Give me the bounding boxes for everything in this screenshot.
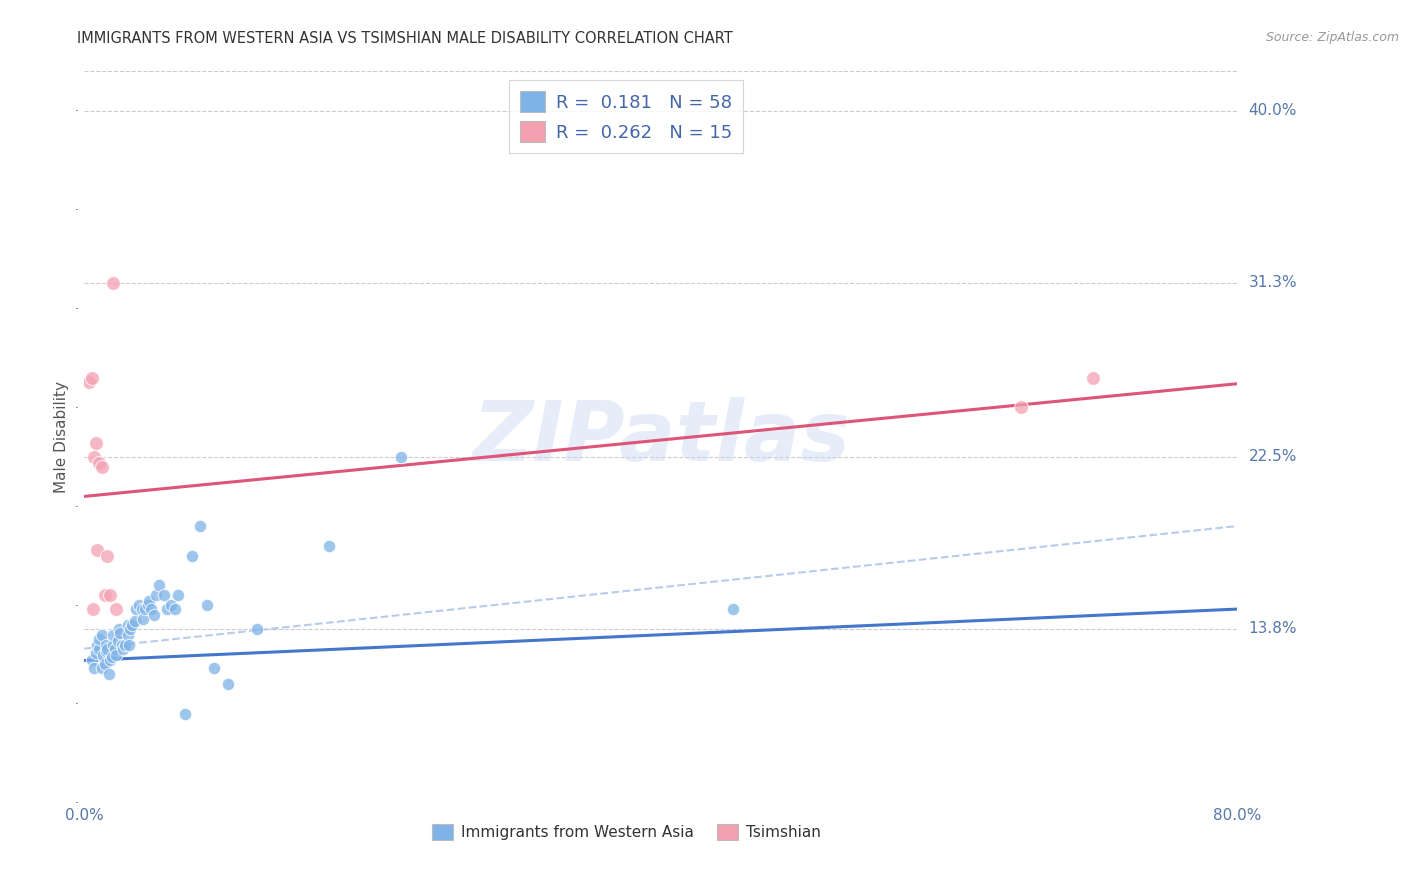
Point bbox=[125, 602, 148, 616]
Point bbox=[94, 643, 117, 657]
Point bbox=[90, 628, 112, 642]
Point bbox=[114, 638, 136, 652]
Point bbox=[84, 646, 107, 660]
Point bbox=[136, 598, 159, 612]
Point bbox=[103, 628, 124, 642]
Point bbox=[83, 450, 105, 464]
Text: 22.5%: 22.5% bbox=[1249, 450, 1296, 465]
Point bbox=[195, 598, 218, 612]
Point bbox=[107, 633, 129, 648]
Point bbox=[94, 638, 117, 652]
Point bbox=[100, 649, 122, 664]
Point bbox=[188, 519, 211, 533]
Text: ZIPatlas: ZIPatlas bbox=[472, 397, 849, 477]
Point bbox=[91, 648, 114, 662]
Point bbox=[86, 638, 108, 652]
Point bbox=[202, 661, 225, 675]
Point bbox=[105, 648, 128, 662]
Point bbox=[181, 549, 204, 563]
Point bbox=[120, 622, 142, 636]
Point bbox=[96, 549, 118, 563]
Point bbox=[93, 588, 115, 602]
Point bbox=[174, 706, 197, 721]
Text: 40.0%: 40.0% bbox=[1249, 103, 1296, 119]
Point bbox=[83, 661, 105, 675]
Point bbox=[721, 602, 744, 616]
Point bbox=[98, 653, 121, 667]
Point bbox=[84, 436, 107, 450]
Point bbox=[77, 375, 100, 389]
Point bbox=[142, 607, 165, 622]
Point bbox=[131, 602, 153, 616]
Text: IMMIGRANTS FROM WESTERN ASIA VS TSIMSHIAN MALE DISABILITY CORRELATION CHART: IMMIGRANTS FROM WESTERN ASIA VS TSIMSHIA… bbox=[77, 31, 733, 46]
Point bbox=[96, 641, 118, 656]
Text: Source: ZipAtlas.com: Source: ZipAtlas.com bbox=[1265, 31, 1399, 45]
Point bbox=[148, 578, 170, 592]
Point bbox=[118, 638, 141, 652]
Point bbox=[105, 602, 128, 616]
Point bbox=[391, 450, 413, 464]
Point bbox=[90, 661, 112, 675]
Point bbox=[98, 588, 121, 602]
Point bbox=[155, 602, 177, 616]
Point bbox=[111, 638, 134, 652]
Point bbox=[132, 612, 155, 626]
Point bbox=[112, 641, 135, 656]
Point bbox=[165, 602, 187, 616]
Point bbox=[103, 638, 124, 652]
Point bbox=[167, 588, 190, 602]
Point bbox=[318, 539, 340, 553]
Point bbox=[138, 594, 160, 608]
Point bbox=[104, 641, 127, 656]
Point bbox=[103, 276, 124, 290]
Point bbox=[97, 667, 120, 681]
Point bbox=[152, 588, 174, 602]
Point bbox=[145, 588, 167, 602]
Point bbox=[1083, 371, 1105, 385]
Legend: Immigrants from Western Asia, Tsimshian: Immigrants from Western Asia, Tsimshian bbox=[426, 818, 827, 847]
Point bbox=[110, 625, 132, 640]
Point bbox=[87, 456, 110, 470]
Text: 13.8%: 13.8% bbox=[1249, 622, 1296, 636]
Point bbox=[124, 614, 146, 628]
Point bbox=[121, 618, 143, 632]
Point bbox=[134, 602, 156, 616]
Point bbox=[246, 622, 269, 636]
Point bbox=[80, 653, 103, 667]
Point bbox=[93, 657, 115, 672]
Point bbox=[80, 371, 103, 385]
Point bbox=[218, 677, 240, 691]
Point bbox=[86, 542, 108, 557]
Point bbox=[117, 618, 139, 632]
Point bbox=[139, 602, 162, 616]
Point bbox=[160, 598, 183, 612]
Point bbox=[90, 459, 112, 474]
Point bbox=[128, 598, 150, 612]
Y-axis label: Male Disability: Male Disability bbox=[55, 381, 69, 493]
Point bbox=[108, 622, 131, 636]
Text: 31.3%: 31.3% bbox=[1249, 276, 1296, 291]
Point bbox=[87, 641, 110, 656]
Point bbox=[1010, 401, 1032, 415]
Point bbox=[117, 628, 139, 642]
Point bbox=[87, 632, 110, 646]
Point bbox=[82, 602, 104, 616]
